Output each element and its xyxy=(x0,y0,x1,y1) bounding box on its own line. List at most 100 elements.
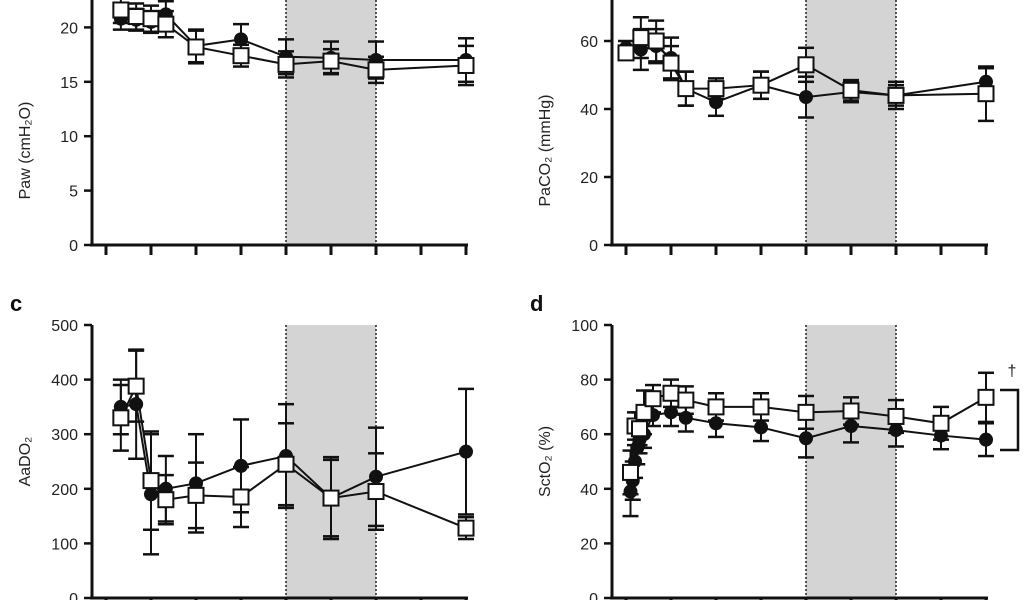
data-point-circle xyxy=(664,405,678,420)
y-tick-label: 500 xyxy=(51,318,78,335)
data-point-circle xyxy=(459,444,473,459)
y-tick-label: 5 xyxy=(69,184,78,201)
data-point-circle xyxy=(189,476,203,491)
y-tick-label: 300 xyxy=(51,427,78,444)
y-tick-label: 15 xyxy=(60,75,78,92)
data-point-circle xyxy=(934,428,948,443)
y-tick-label: 100 xyxy=(51,536,78,553)
data-point-circle xyxy=(623,484,638,499)
y-axis-label: AaDO₂ xyxy=(17,437,34,487)
data-point-square xyxy=(277,455,295,473)
data-point-circle xyxy=(709,416,723,431)
y-axis-label: SctO₂ (%) xyxy=(537,426,554,497)
data-point-square xyxy=(232,488,250,506)
data-point-square xyxy=(932,414,950,432)
data-point-square xyxy=(112,409,130,427)
y-tick-label: 10 xyxy=(60,129,78,146)
data-point-square xyxy=(797,56,815,74)
data-point-circle xyxy=(369,469,383,484)
data-point-square xyxy=(662,384,680,402)
y-tick-label: 80 xyxy=(580,373,598,390)
data-point-square xyxy=(457,56,475,74)
data-point-square xyxy=(887,407,905,425)
panel-c: 0 100 200 300 400 500 AaDO₂ c xyxy=(10,291,475,600)
data-point-square xyxy=(644,390,662,408)
y-tick-label: 20 xyxy=(60,20,78,37)
data-point-square xyxy=(647,32,665,50)
data-point-square xyxy=(797,403,815,421)
data-point-square xyxy=(977,388,995,406)
data-point-square xyxy=(887,86,905,104)
panel-label: c xyxy=(10,291,22,316)
data-point-square xyxy=(752,76,770,94)
data-point-square xyxy=(842,402,860,420)
data-point-square xyxy=(127,8,145,26)
data-point-square xyxy=(631,420,648,438)
data-point-square xyxy=(157,15,175,33)
data-point-circle xyxy=(709,95,723,110)
data-point-square xyxy=(112,1,130,19)
data-point-square xyxy=(367,61,385,79)
data-point-square xyxy=(142,10,160,28)
data-point-square xyxy=(707,80,725,98)
y-tick-label: 40 xyxy=(580,482,598,499)
y-tick-label: 0 xyxy=(69,591,78,600)
y-tick-label: 0 xyxy=(69,238,78,255)
data-point-square xyxy=(322,52,340,70)
data-point-circle xyxy=(979,432,993,447)
y-tick-label: 60 xyxy=(580,34,598,51)
data-point-square xyxy=(322,489,340,507)
panel-d: 0 20 40 60 80 100 SctO₂ (%) d † xyxy=(530,291,1020,600)
series-line-circles xyxy=(120,403,467,500)
data-point-circle xyxy=(234,32,248,47)
data-point-square xyxy=(842,81,860,99)
data-point-square xyxy=(127,377,145,395)
data-point-circle xyxy=(144,487,158,502)
data-point-square xyxy=(662,54,680,72)
y-axis-label: Paw (cmH₂O) xyxy=(17,102,34,200)
data-point-square xyxy=(187,38,205,56)
y-tick-label: 60 xyxy=(580,427,598,444)
y-tick-label: 0 xyxy=(589,238,598,255)
data-point-square xyxy=(977,85,995,103)
series-line-squares xyxy=(119,382,467,530)
data-point-circle xyxy=(799,431,813,446)
panel-b: 0 20 40 60 PaCO₂ (mmHg) xyxy=(537,0,995,255)
data-point-square xyxy=(635,403,653,421)
data-point-square xyxy=(277,55,295,73)
y-tick-label: 200 xyxy=(51,482,78,499)
data-point-circle xyxy=(889,423,903,438)
data-point-circle xyxy=(678,410,693,425)
data-point-square xyxy=(677,80,695,98)
data-point-circle xyxy=(844,419,858,434)
data-point-square xyxy=(457,519,475,537)
data-point-square xyxy=(187,486,205,504)
y-tick-label: 0 xyxy=(589,591,598,600)
data-point-square xyxy=(157,491,175,509)
data-point-square xyxy=(367,483,385,501)
data-point-square xyxy=(632,29,650,47)
y-tick-label: 20 xyxy=(580,536,598,553)
data-point-circle xyxy=(234,458,248,473)
data-point-square xyxy=(707,398,725,416)
panel-a: 0 5 10 15 20 Paw (cmH₂O) xyxy=(17,0,475,255)
y-tick-label: 40 xyxy=(580,102,598,119)
y-tick-label: 100 xyxy=(571,318,598,335)
data-point-circle xyxy=(129,397,144,412)
significance-dagger: † xyxy=(1008,363,1017,380)
data-point-circle xyxy=(799,90,813,105)
significance-bracket xyxy=(1000,388,1020,452)
panel-label: d xyxy=(530,291,543,316)
data-point-square xyxy=(232,47,250,65)
y-tick-label: 20 xyxy=(580,170,598,187)
data-point-square xyxy=(142,472,160,490)
shaded-interval xyxy=(806,0,896,245)
shaded-interval xyxy=(806,325,896,598)
data-point-circle xyxy=(754,420,768,435)
y-tick-label: 400 xyxy=(51,373,78,390)
data-point-square xyxy=(622,463,639,481)
data-point-square xyxy=(617,44,635,62)
y-axis-label: PaCO₂ (mmHg) xyxy=(537,95,554,207)
shaded-interval xyxy=(286,0,376,245)
